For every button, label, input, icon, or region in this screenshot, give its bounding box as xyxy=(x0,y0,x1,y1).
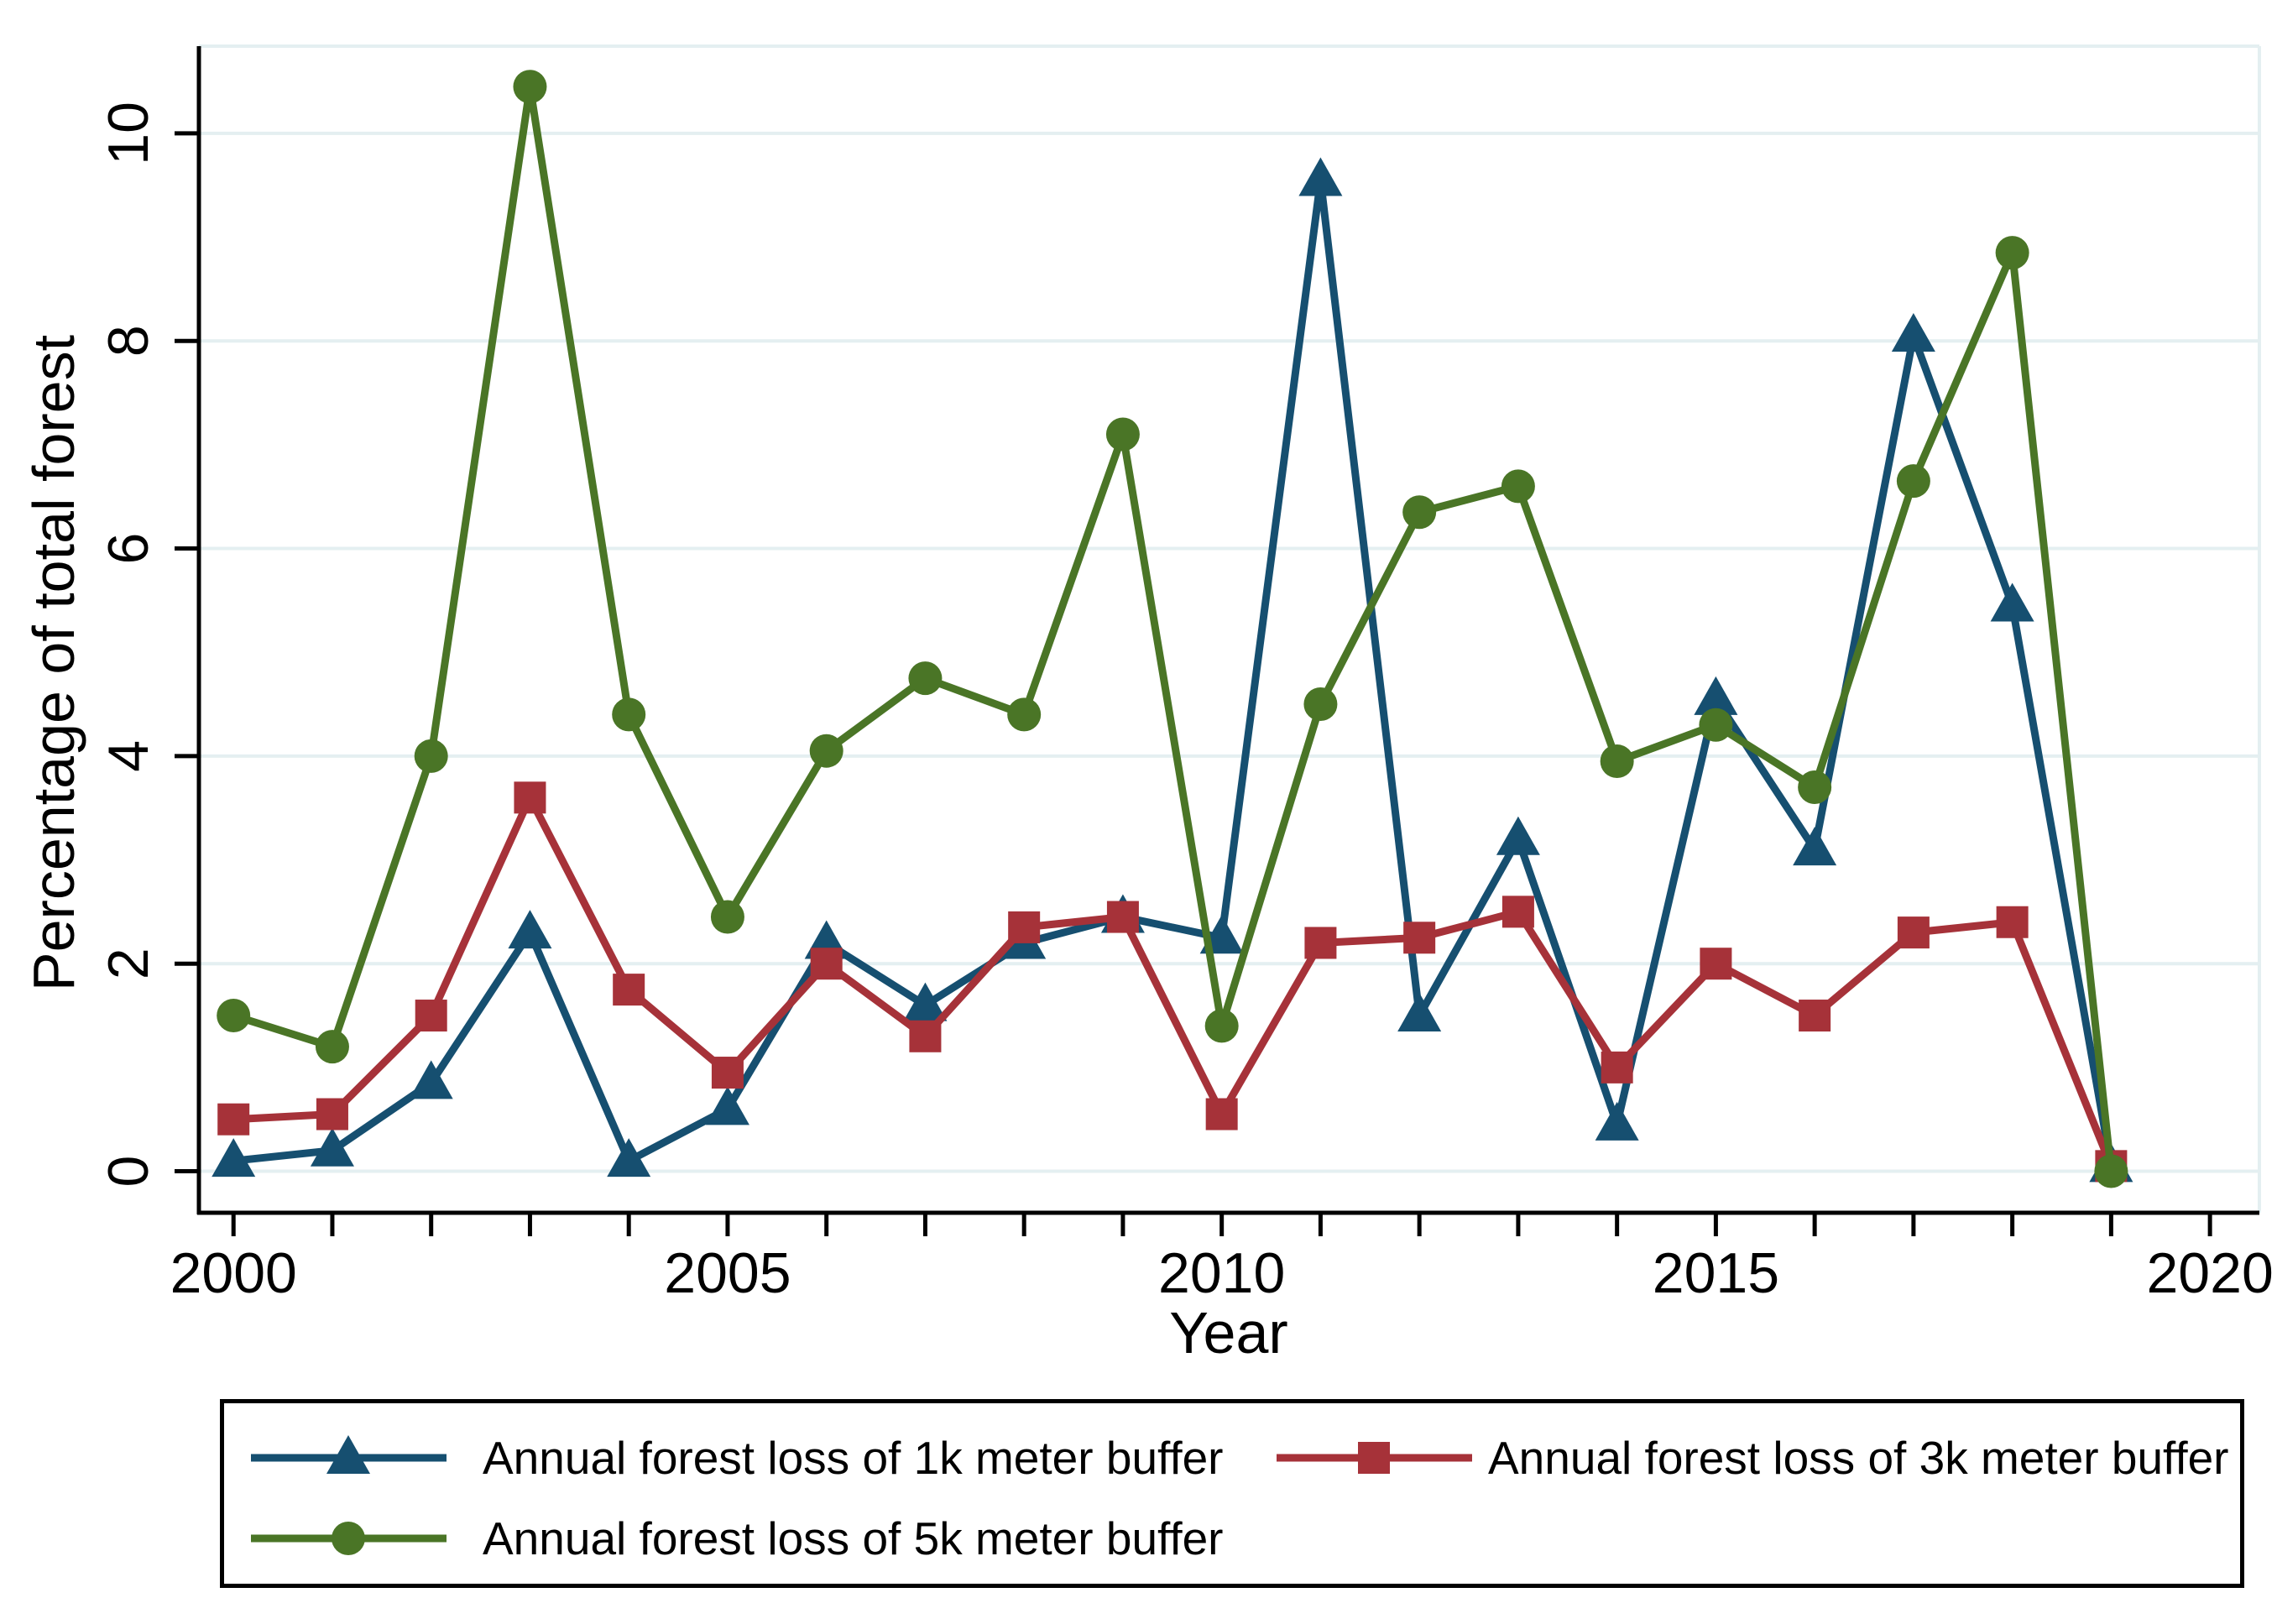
x-tick-label: 2000 xyxy=(170,1241,297,1305)
legend-label-1k: Annual forest loss of 1k meter buffer xyxy=(483,1432,1224,1484)
legend-label-5k: Annual forest loss of 5k meter buffer xyxy=(483,1512,1224,1564)
legend-marker-5k-circle-icon xyxy=(251,1522,447,1555)
legend-marker-1k-triangle-icon xyxy=(251,1435,447,1474)
x-tick-label: 2015 xyxy=(1653,1241,1779,1305)
x-tick-label: 2020 xyxy=(2146,1241,2273,1305)
x-axis-title: Year xyxy=(1169,1300,1288,1366)
y-axis-title: Percentage of total forest xyxy=(21,334,86,992)
y-tick-label: 6 xyxy=(97,533,160,565)
y-tick-label: 8 xyxy=(97,325,160,357)
y-tick-label: 4 xyxy=(97,740,160,772)
y-tick-label: 10 xyxy=(97,102,160,165)
legend-box: Annual forest loss of 1k meter buffer An… xyxy=(220,1399,2244,1588)
legend-marker-3k-square-icon xyxy=(1277,1442,1472,1474)
legend-label-3k: Annual forest loss of 3k meter buffer xyxy=(1488,1432,2229,1484)
x-tick-label: 2010 xyxy=(1158,1241,1285,1305)
y-tick-label: 2 xyxy=(97,948,160,979)
y-tick-label: 0 xyxy=(97,1156,160,1188)
x-tick-label: 2005 xyxy=(664,1241,791,1305)
